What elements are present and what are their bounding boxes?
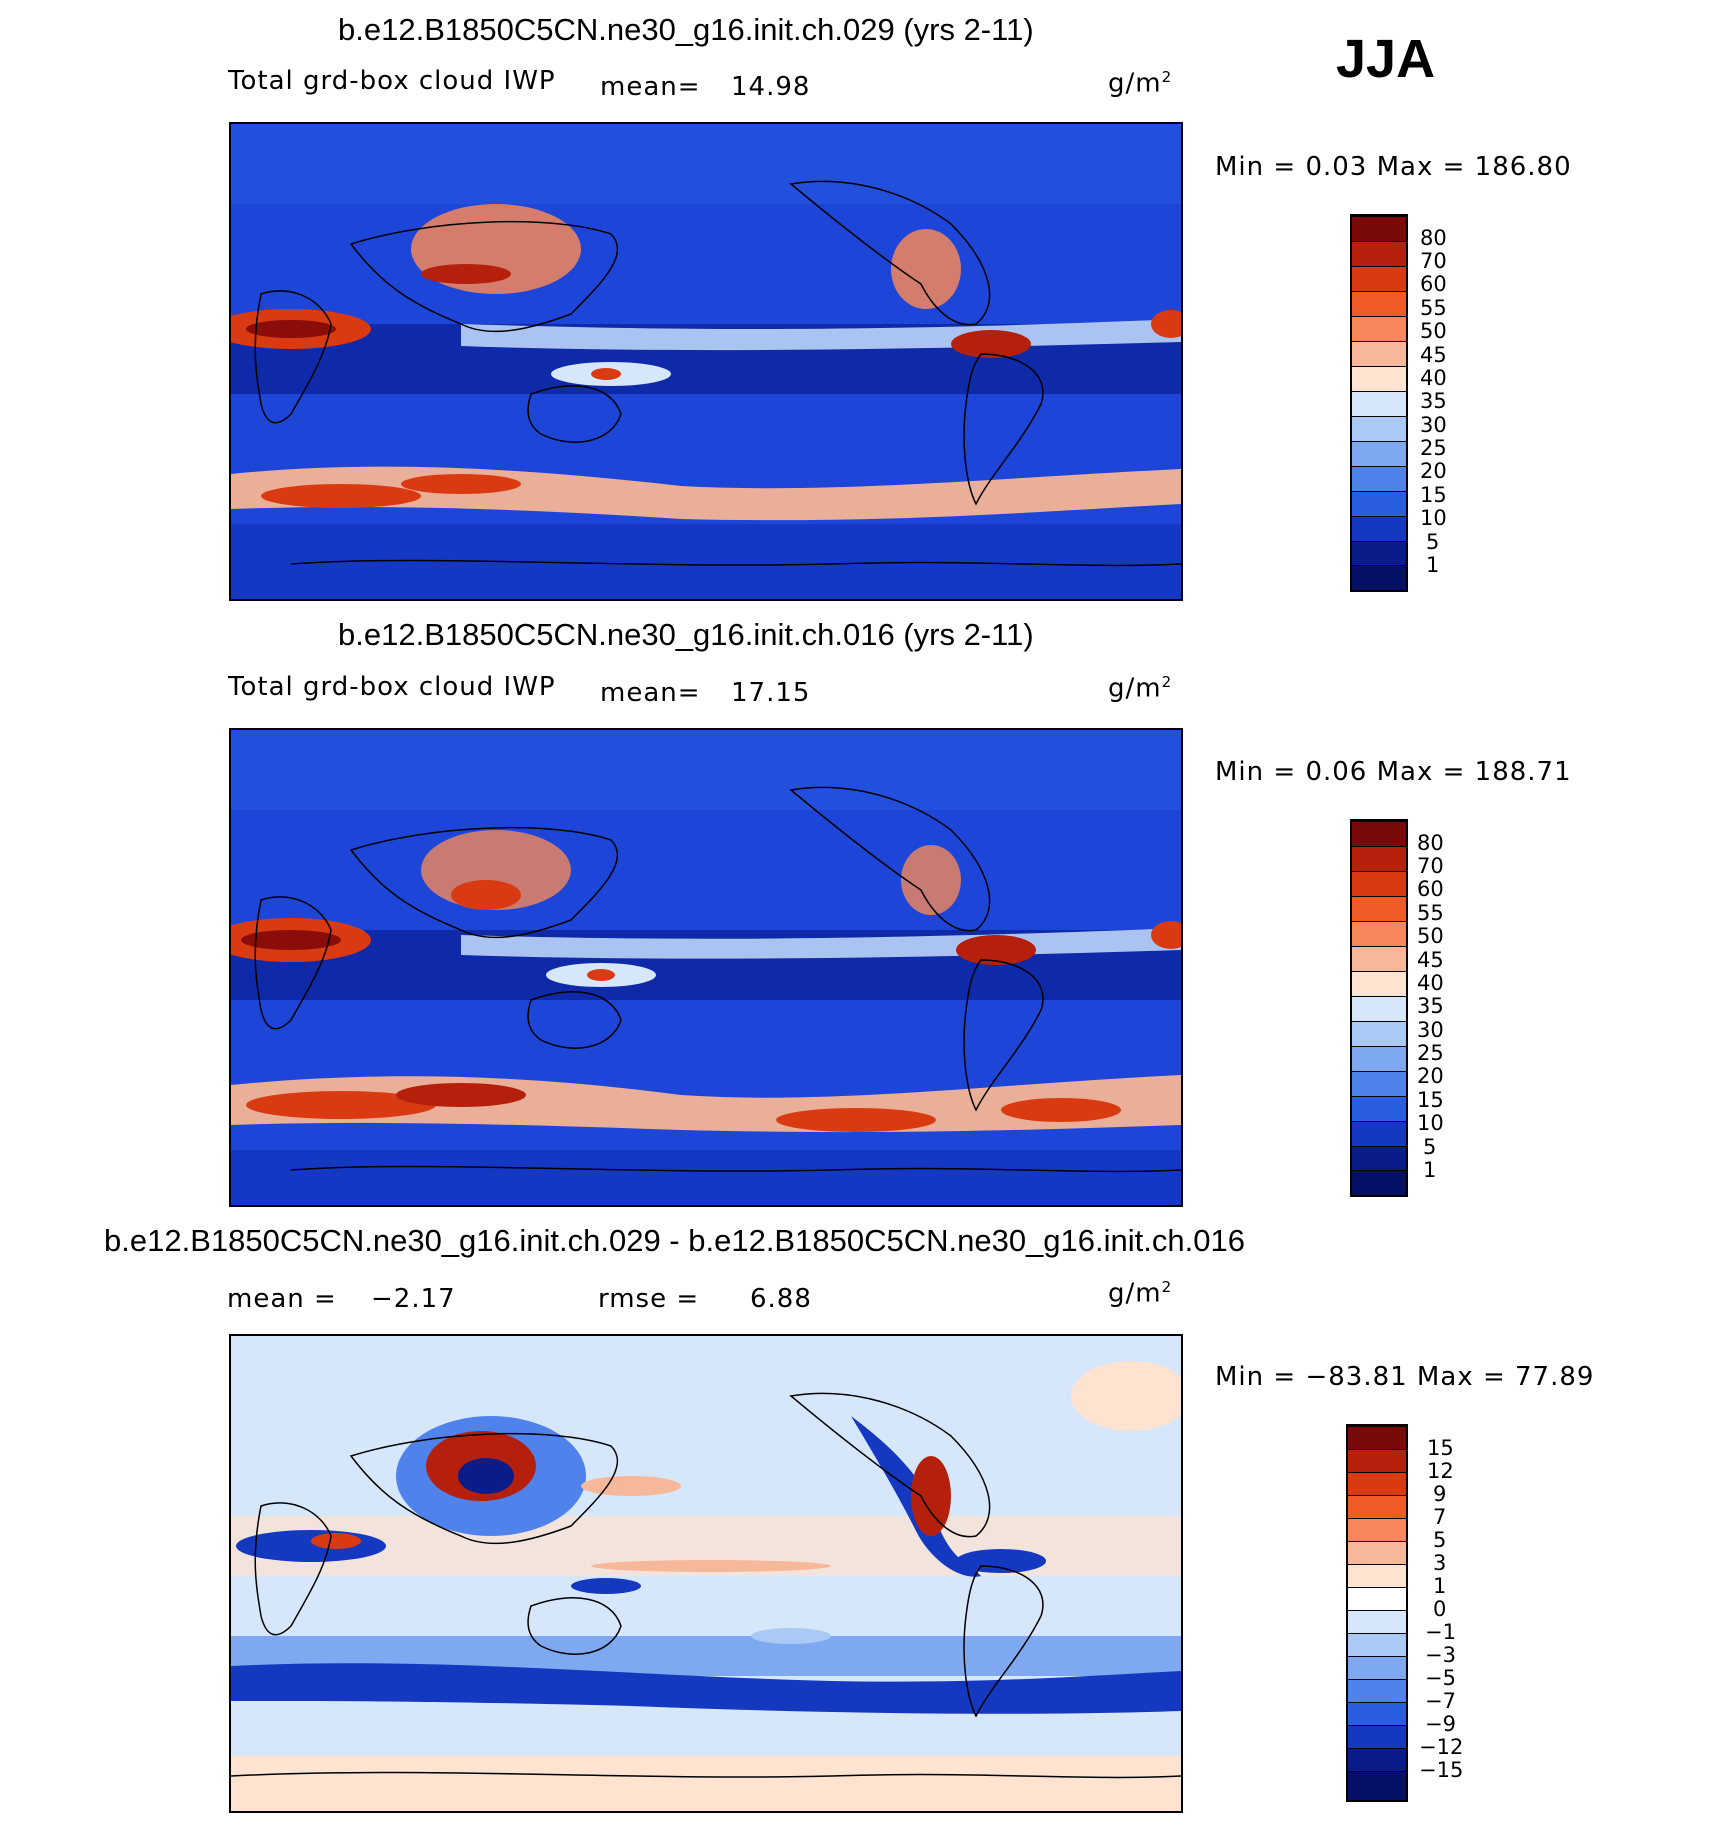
panel2-variable: Total grd-box cloud IWP xyxy=(228,672,556,702)
tick-label: 25 xyxy=(1420,436,1447,460)
panel1-colorbar xyxy=(1350,214,1408,592)
tick-label: 5 xyxy=(1426,530,1440,554)
panel1-mean-label: mean= xyxy=(600,72,701,102)
panel3-rmse-value: 6.88 xyxy=(750,1284,812,1314)
tick-label: 45 xyxy=(1420,343,1447,367)
panel3-rmse-label: rmse = xyxy=(598,1284,700,1314)
tick-label: −15 xyxy=(1419,1758,1464,1782)
panel1-title: b.e12.B1850C5CN.ne30_g16.init.ch.029 (yr… xyxy=(338,12,1034,47)
tick-label: −12 xyxy=(1419,1735,1464,1759)
tick-label: 60 xyxy=(1417,877,1444,901)
tick-label: 5 xyxy=(1423,1135,1437,1159)
tick-label: 5 xyxy=(1433,1528,1447,1552)
panel3-title: b.e12.B1850C5CN.ne30_g16.init.ch.029 - b… xyxy=(104,1223,1245,1258)
panel2-mean-value: 17.15 xyxy=(731,678,811,708)
panel3-mean-value: −2.17 xyxy=(371,1284,456,1314)
tick-label: 30 xyxy=(1420,413,1447,437)
tick-label: 55 xyxy=(1417,901,1444,925)
tick-label: 70 xyxy=(1420,249,1447,273)
tick-label: 45 xyxy=(1417,948,1444,972)
tick-label: 30 xyxy=(1417,1018,1444,1042)
panel3-colorbar xyxy=(1346,1424,1408,1802)
tick-label: 70 xyxy=(1417,854,1444,878)
panel1-variable: Total grd-box cloud IWP xyxy=(228,66,556,96)
tick-label: −5 xyxy=(1425,1666,1456,1690)
tick-label: 10 xyxy=(1417,1111,1444,1135)
panel3-minmax: Min = −83.81 Max = 77.89 xyxy=(1215,1362,1595,1392)
tick-label: 20 xyxy=(1420,459,1447,483)
tick-label: 80 xyxy=(1420,226,1447,250)
tick-label: 50 xyxy=(1417,924,1444,948)
tick-label: 1 xyxy=(1426,553,1440,577)
panel3-units: g/m2 xyxy=(1108,1278,1173,1309)
tick-label: 40 xyxy=(1420,366,1447,390)
tick-label: 12 xyxy=(1427,1459,1454,1483)
panel2-units: g/m2 xyxy=(1108,673,1173,704)
tick-label: 9 xyxy=(1433,1482,1447,1506)
panel3-map xyxy=(229,1334,1183,1813)
tick-label: 35 xyxy=(1420,389,1447,413)
tick-label: 20 xyxy=(1417,1064,1444,1088)
tick-label: 1 xyxy=(1433,1574,1447,1598)
panel2-title: b.e12.B1850C5CN.ne30_g16.init.ch.016 (yr… xyxy=(338,617,1034,652)
tick-label: 60 xyxy=(1420,272,1447,296)
panel1-map xyxy=(229,122,1183,601)
tick-label: −9 xyxy=(1425,1712,1456,1736)
panel2-colorbar xyxy=(1350,819,1408,1197)
tick-label: 50 xyxy=(1420,319,1447,343)
panel2-map xyxy=(229,728,1183,1207)
panel1-mean-value: 14.98 xyxy=(731,72,811,102)
tick-label: 3 xyxy=(1433,1551,1447,1575)
panel2-mean-label: mean= xyxy=(600,678,701,708)
tick-label: 40 xyxy=(1417,971,1444,995)
tick-label: 15 xyxy=(1427,1436,1454,1460)
tick-label: −3 xyxy=(1425,1643,1456,1667)
tick-label: 0 xyxy=(1433,1597,1447,1621)
tick-label: 1 xyxy=(1423,1158,1437,1182)
tick-label: 25 xyxy=(1417,1041,1444,1065)
tick-label: 7 xyxy=(1433,1505,1447,1529)
tick-label: 15 xyxy=(1420,483,1447,507)
tick-label: 35 xyxy=(1417,994,1444,1018)
panel3-mean-label: mean = xyxy=(227,1284,337,1314)
tick-label: −1 xyxy=(1425,1620,1456,1644)
tick-label: −7 xyxy=(1425,1689,1456,1713)
tick-label: 80 xyxy=(1417,831,1444,855)
tick-label: 55 xyxy=(1420,296,1447,320)
tick-label: 15 xyxy=(1417,1088,1444,1112)
season-label: JJA xyxy=(1336,29,1436,89)
panel1-units: g/m2 xyxy=(1108,68,1173,99)
tick-label: 10 xyxy=(1420,506,1447,530)
panel1-minmax: Min = 0.03 Max = 186.80 xyxy=(1215,152,1572,182)
panel2-minmax: Min = 0.06 Max = 188.71 xyxy=(1215,757,1572,787)
